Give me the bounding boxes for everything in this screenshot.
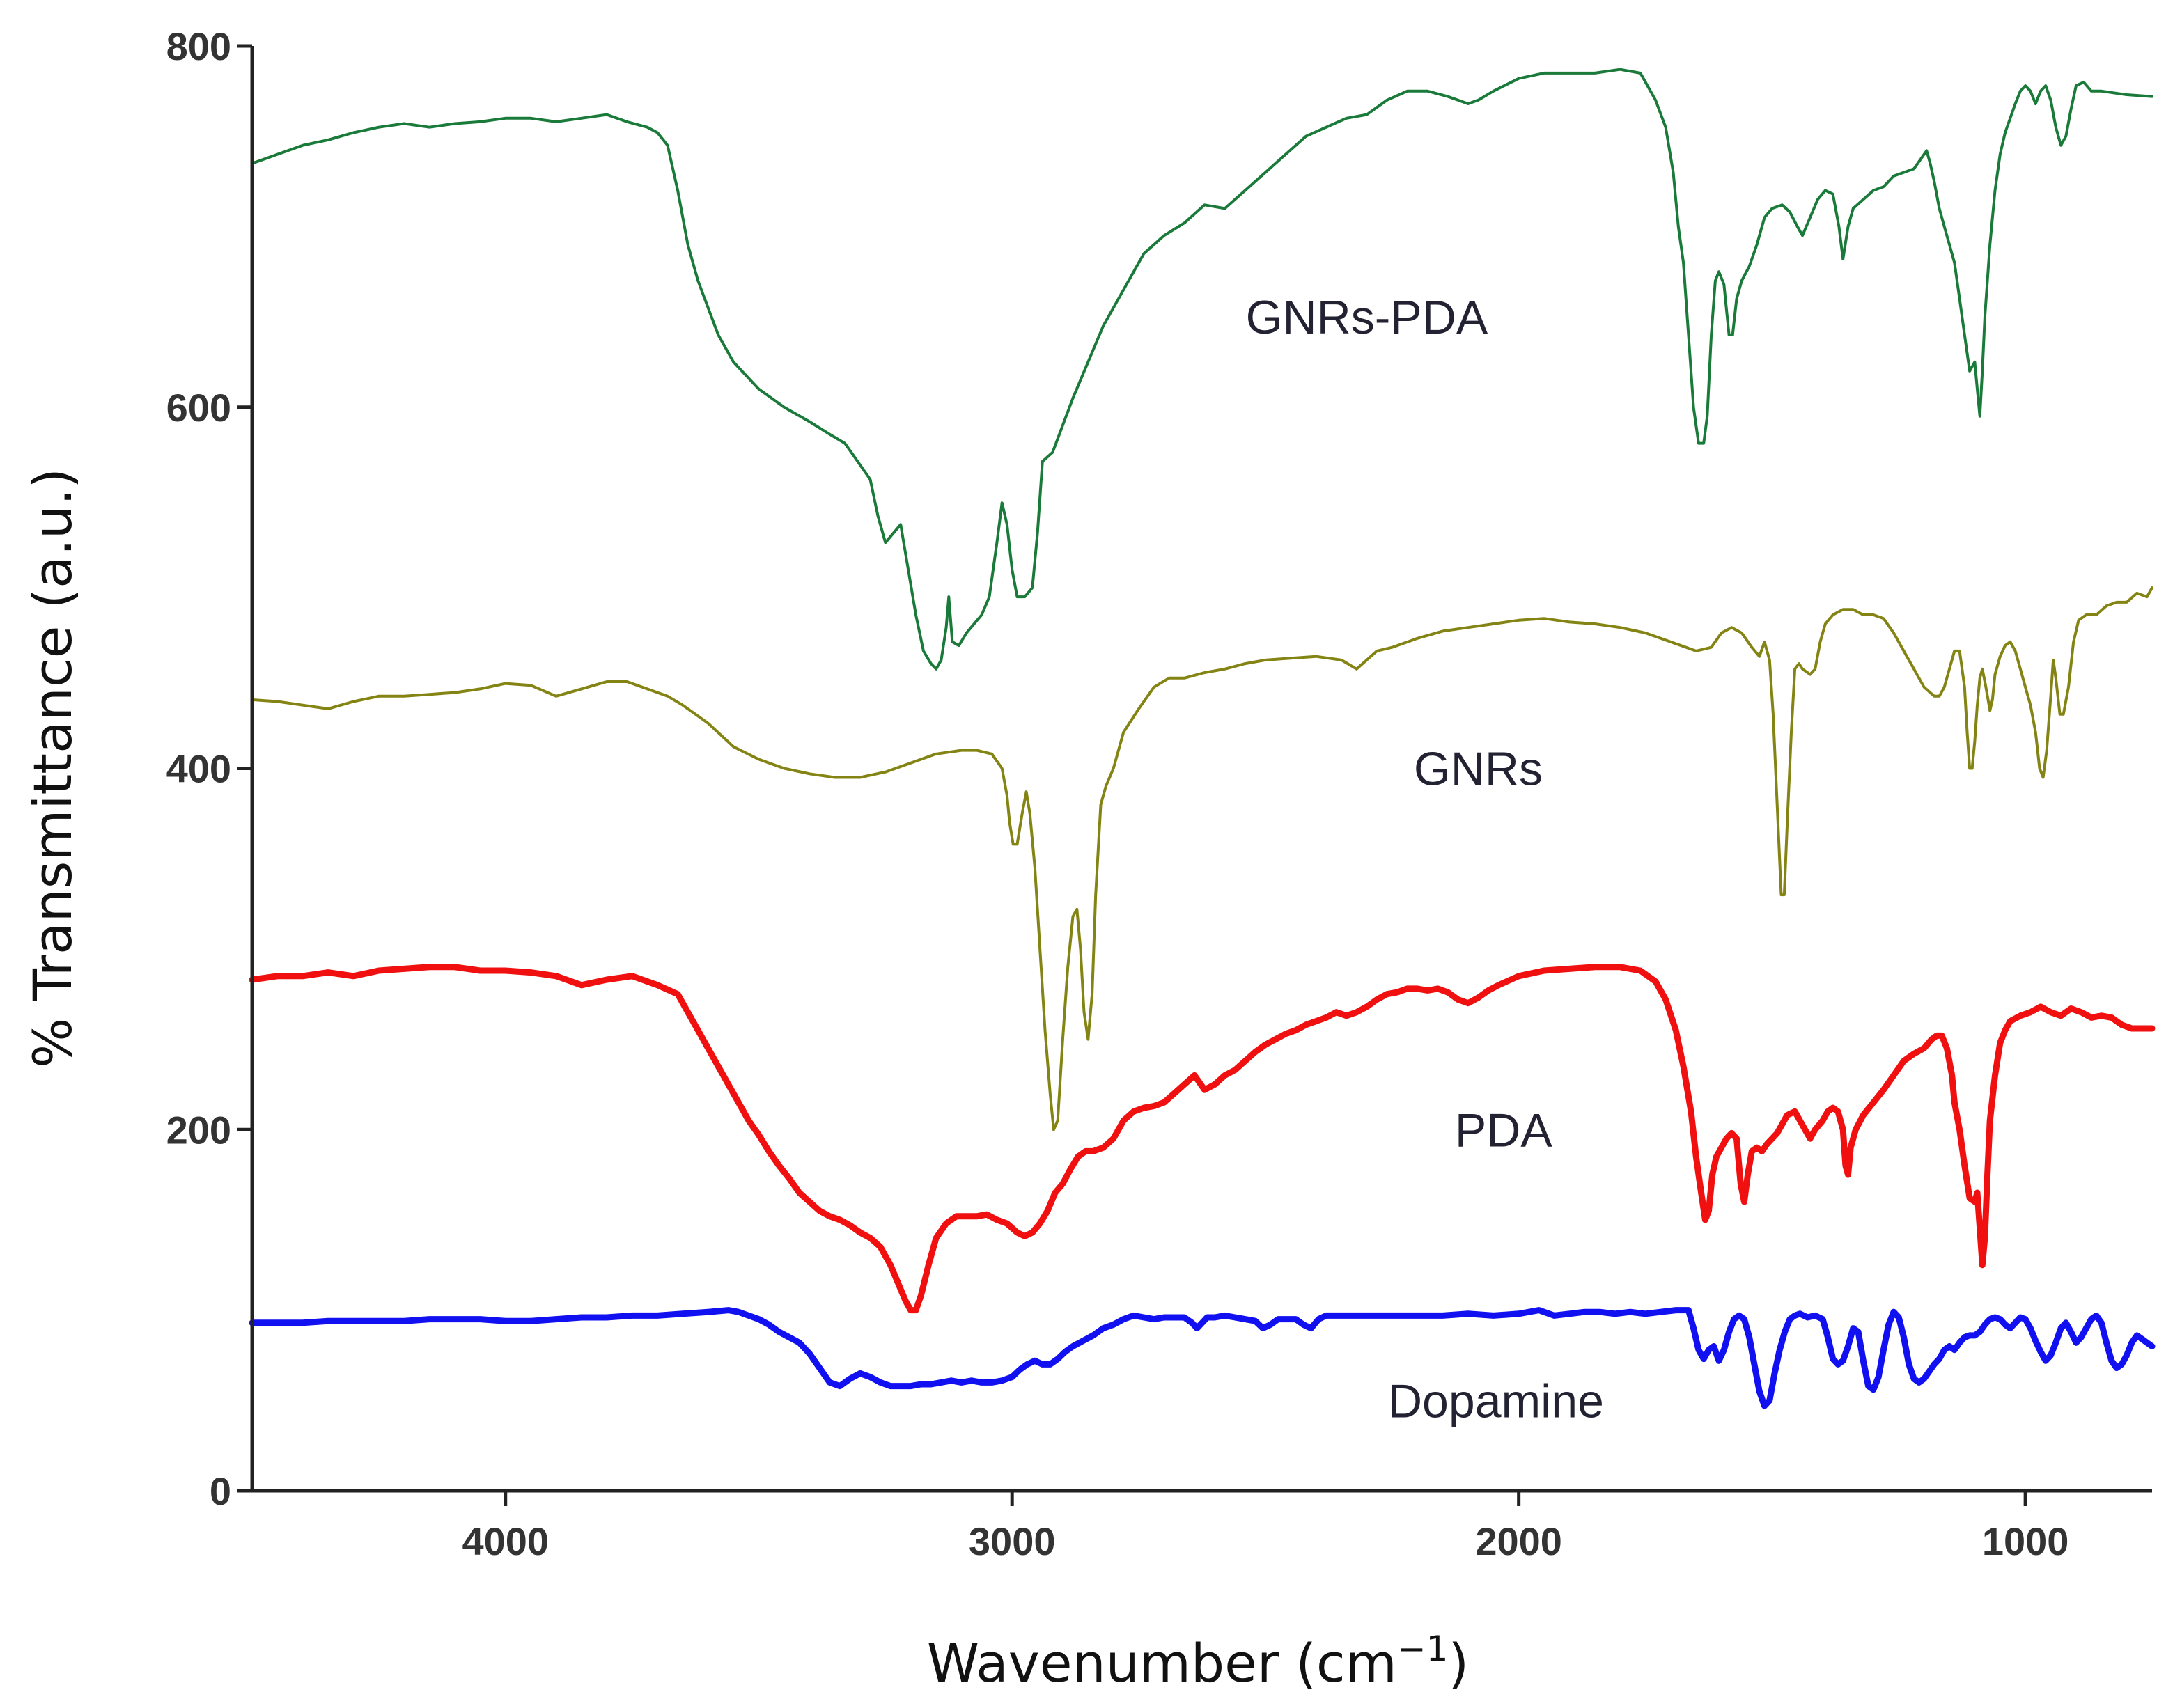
x-axis-title-main: Wavenumber (cm (927, 1632, 1397, 1694)
x-tick-label-3000: 3000 (969, 1519, 1056, 1563)
labels-layer: GNRs-PDA GNRs PDA Dopamine (1246, 291, 1604, 1427)
y-tick-label-800: 800 (166, 24, 231, 68)
x-tick-label-4000: 4000 (462, 1519, 549, 1563)
series-line-gnrs (251, 586, 2153, 1131)
series-line-gnrs-pda (251, 68, 2153, 671)
series-line-pda (249, 964, 2156, 1314)
x-axis-title-close: ) (1448, 1632, 1469, 1694)
series-line-dopamine (249, 1307, 2156, 1409)
x-axis-title-superscript: −1 (1397, 1629, 1449, 1669)
y-axis-title: % Transmittance (a.u.) (22, 468, 84, 1068)
x-tick-label-1000: 1000 (1982, 1519, 2069, 1563)
x-axis-title: Wavenumber (cm−1) (927, 1629, 1469, 1694)
series-label-dopamine: Dopamine (1388, 1374, 1604, 1427)
series-label-pda: PDA (1455, 1104, 1552, 1157)
ticks-layer: 0 200 400 600 800 4000 3000 2000 1000 (166, 24, 2069, 1563)
x-tick-label-2000: 2000 (1475, 1519, 1562, 1563)
series-layer (249, 68, 2156, 1409)
y-tick-label-0: 0 (210, 1469, 231, 1513)
series-label-gnrs-pda: GNRs-PDA (1246, 291, 1488, 344)
y-tick-label-600: 600 (166, 386, 231, 430)
y-tick-label-400: 400 (166, 747, 231, 791)
y-tick-label-200: 200 (166, 1108, 231, 1152)
series-label-gnrs: GNRs (1414, 743, 1543, 796)
